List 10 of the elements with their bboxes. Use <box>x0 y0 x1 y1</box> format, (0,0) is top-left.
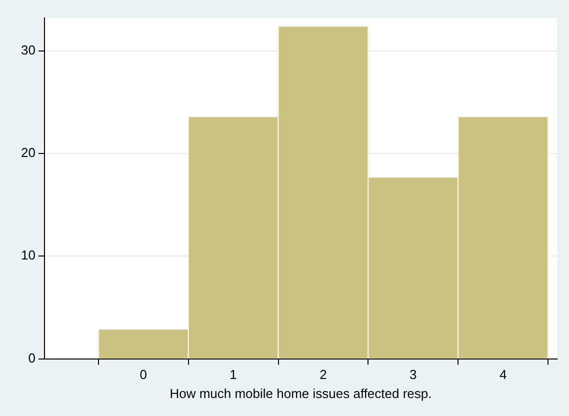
x-tick-label: 2 <box>320 367 327 382</box>
y-tick-label: 30 <box>20 42 36 58</box>
x-tick-label: 0 <box>140 367 147 382</box>
x-tick-label: 4 <box>499 367 507 382</box>
y-tick-label: 10 <box>20 248 36 263</box>
x-tick-label: 1 <box>230 367 237 382</box>
y-tick-label: 0 <box>28 350 36 366</box>
y-tick-label: 20 <box>20 145 36 160</box>
x-tick-label: 3 <box>410 367 417 382</box>
x-axis-title: How much mobile home issues affected resp. <box>170 386 432 401</box>
